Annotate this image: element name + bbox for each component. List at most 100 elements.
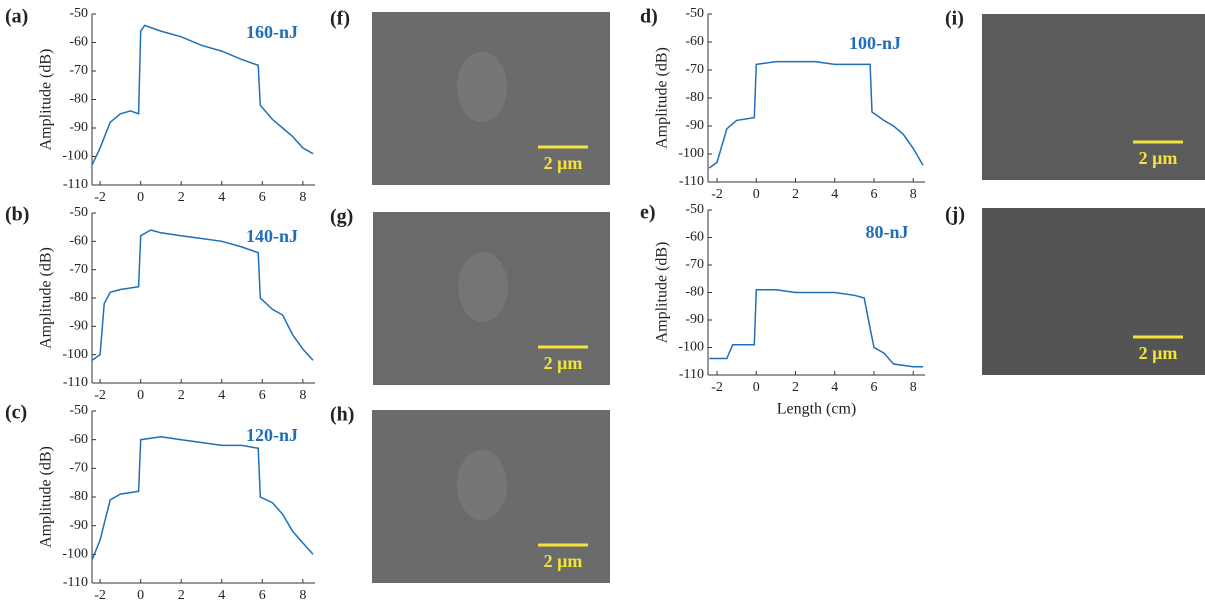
- y-tick-label: -110: [679, 174, 704, 189]
- x-tick-label: 4: [218, 190, 225, 205]
- x-tick-label: -2: [711, 380, 723, 395]
- y-axis-label: Amplitude (dB): [38, 247, 55, 349]
- y-tick-label: -50: [685, 6, 704, 21]
- y-axis-label: Amplitude (dB): [38, 446, 55, 548]
- y-tick-label: -60: [69, 432, 88, 447]
- x-tick-label: 2: [178, 190, 185, 205]
- y-tick-label: -70: [69, 461, 88, 476]
- image-label: (g): [330, 206, 353, 228]
- y-tick-label: -80: [69, 290, 88, 305]
- data-line: [709, 62, 923, 168]
- data-line: [709, 290, 923, 367]
- x-tick-label: 2: [792, 187, 799, 202]
- x-tick-label: 0: [137, 588, 144, 603]
- panel-label: (a): [5, 6, 28, 28]
- y-tick-label: -80: [69, 92, 88, 107]
- y-tick-label: -100: [62, 547, 88, 562]
- y-axis-label: Amplitude (dB): [654, 47, 671, 149]
- sem-feature: [457, 52, 507, 122]
- y-tick-label: -70: [69, 262, 88, 277]
- y-tick-label: -100: [62, 149, 88, 164]
- x-tick-label: -2: [94, 588, 106, 603]
- x-tick-label: 6: [870, 380, 877, 395]
- y-tick-label: -110: [63, 177, 88, 192]
- x-tick-label: 4: [831, 187, 838, 202]
- x-tick-label: 2: [792, 380, 799, 395]
- panel-label: d): [640, 6, 658, 28]
- x-axis-label: Length (cm): [777, 401, 857, 418]
- y-tick-label: -70: [685, 257, 704, 272]
- image-label: (h): [330, 404, 354, 426]
- y-tick-label: -90: [69, 319, 88, 334]
- y-tick-label: -70: [69, 63, 88, 78]
- image-label: (f): [330, 8, 350, 30]
- x-tick-label: 2: [178, 388, 185, 403]
- x-tick-label: 0: [137, 388, 144, 403]
- scale-bar-label: 2 μm: [544, 551, 583, 571]
- scale-bar-label: 2 μm: [544, 153, 583, 173]
- x-tick-label: 8: [299, 190, 306, 205]
- panel-label: (b): [5, 204, 29, 226]
- scale-bar-label: 2 μm: [1139, 343, 1178, 363]
- y-tick-label: -100: [678, 340, 704, 355]
- sem-feature: [458, 252, 508, 322]
- y-tick-label: -100: [62, 347, 88, 362]
- data-line: [92, 25, 313, 165]
- image-label: (j): [945, 204, 965, 226]
- x-tick-label: 6: [259, 190, 266, 205]
- y-tick-label: -80: [685, 90, 704, 105]
- x-tick-label: 0: [753, 380, 760, 395]
- data-line: [92, 230, 313, 360]
- x-tick-label: 8: [299, 588, 306, 603]
- y-tick-label: -60: [685, 230, 704, 245]
- y-tick-label: -110: [63, 575, 88, 590]
- y-tick-label: -100: [678, 146, 704, 161]
- x-tick-label: 0: [137, 190, 144, 205]
- x-tick-label: 6: [870, 187, 877, 202]
- x-tick-label: 2: [178, 588, 185, 603]
- annotation: 140-nJ: [246, 226, 298, 246]
- y-tick-label: -60: [69, 35, 88, 50]
- annotation: 160-nJ: [246, 22, 298, 42]
- x-tick-label: 8: [299, 388, 306, 403]
- x-tick-label: 6: [259, 588, 266, 603]
- y-tick-label: -90: [69, 120, 88, 135]
- y-tick-label: -90: [69, 518, 88, 533]
- scale-bar-label: 2 μm: [544, 353, 583, 373]
- y-axis-label: Amplitude (dB): [654, 242, 671, 344]
- annotation: 120-nJ: [246, 425, 298, 445]
- y-tick-label: -50: [69, 6, 88, 21]
- y-tick-label: -80: [69, 489, 88, 504]
- annotation: 100-nJ: [849, 33, 901, 53]
- y-tick-label: -80: [685, 285, 704, 300]
- x-tick-label: 8: [910, 187, 917, 202]
- y-tick-label: -50: [69, 205, 88, 220]
- sem-feature: [457, 450, 507, 520]
- y-tick-label: -60: [69, 234, 88, 249]
- x-tick-label: 6: [259, 388, 266, 403]
- y-tick-label: -110: [63, 375, 88, 390]
- y-tick-label: -110: [679, 367, 704, 382]
- y-tick-label: -50: [69, 403, 88, 418]
- x-tick-label: 4: [218, 388, 225, 403]
- annotation: 80-nJ: [865, 222, 908, 242]
- y-axis-label: Amplitude (dB): [38, 49, 55, 151]
- y-tick-label: -70: [685, 62, 704, 77]
- data-line: [92, 437, 313, 560]
- x-tick-label: 0: [753, 187, 760, 202]
- image-label: (i): [945, 8, 964, 30]
- x-tick-label: -2: [94, 388, 106, 403]
- figure: -110 -100 -90 -80 -70 -60 -50 -2 0 2 4 6 8 (a) 160-nJ A…: [0, 0, 1205, 610]
- panel-label: e): [640, 202, 656, 224]
- scale-bar-label: 2 μm: [1139, 148, 1178, 168]
- x-tick-label: 4: [831, 380, 838, 395]
- y-tick-label: -50: [685, 202, 704, 217]
- panel-label: (c): [5, 402, 27, 424]
- x-tick-label: -2: [94, 190, 106, 205]
- y-tick-label: -60: [685, 34, 704, 49]
- x-tick-label: 8: [910, 380, 917, 395]
- x-tick-label: 4: [218, 588, 225, 603]
- x-tick-label: -2: [711, 187, 723, 202]
- y-tick-label: -90: [685, 118, 704, 133]
- y-tick-label: -90: [685, 312, 704, 327]
